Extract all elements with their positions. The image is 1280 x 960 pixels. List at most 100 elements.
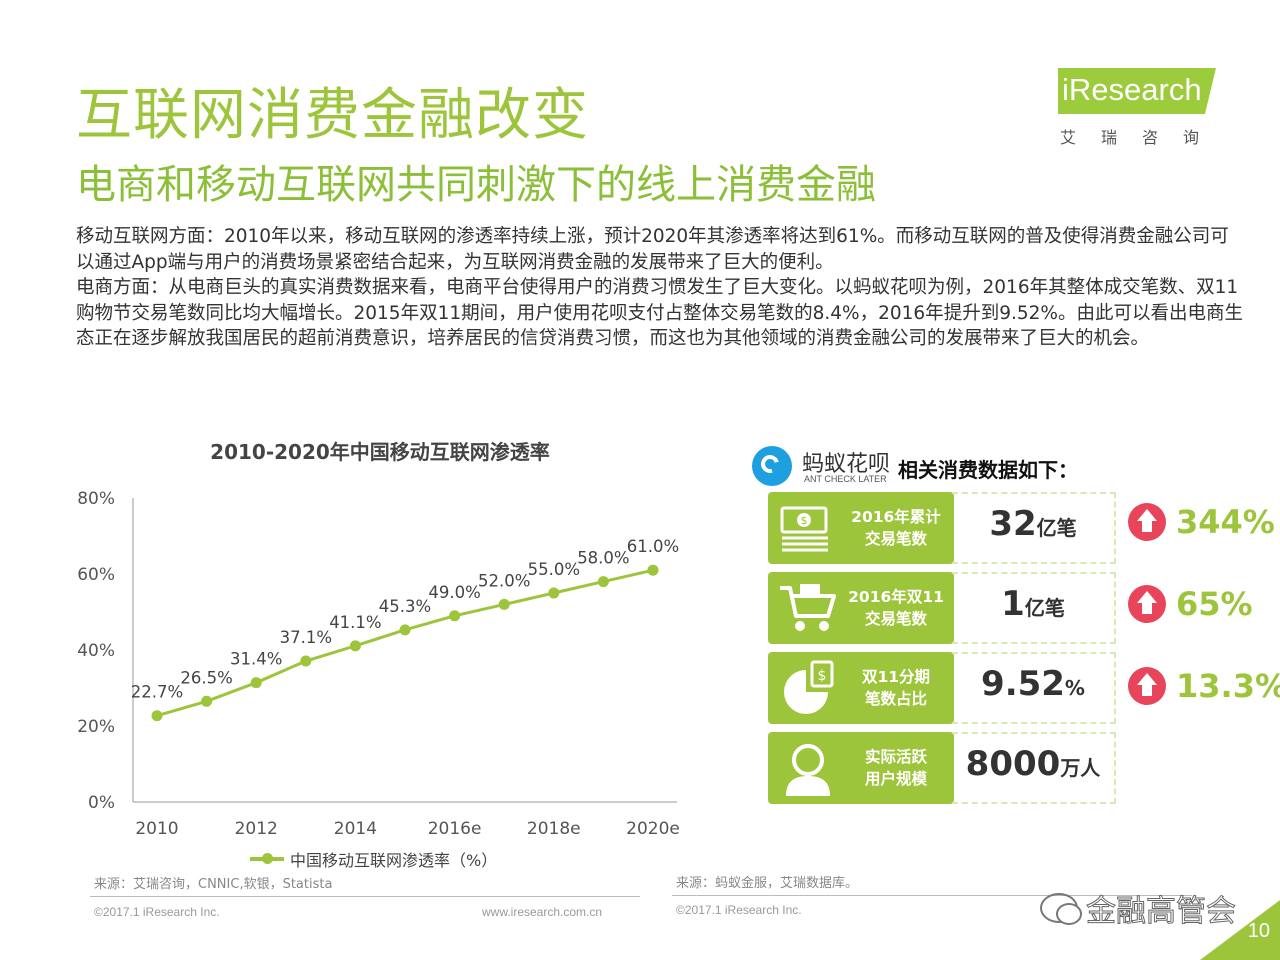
watermark-text: 金融高管会 bbox=[1086, 894, 1237, 930]
stat-label-box: $ 双11分期 笔数占比 bbox=[768, 652, 954, 724]
website-link[interactable]: www.iresearch.com.cn bbox=[482, 905, 603, 919]
stat-label-line1: 双11分期 bbox=[861, 668, 931, 686]
data-label: 49.0% bbox=[428, 583, 480, 602]
page-subtitle: 电商和移动互联网共同刺激下的线上消费金融 bbox=[76, 162, 876, 208]
stat-label: 2016年双11 交易笔数 bbox=[840, 586, 952, 630]
paragraph-mobile-internet: 移动互联网方面：2010年以来，移动互联网的渗透率持续上涨，预计2020年其渗透… bbox=[76, 226, 1229, 273]
svg-text:$: $ bbox=[818, 668, 827, 684]
growth-indicator-installment: 13.3% bbox=[1128, 666, 1280, 706]
data-label: 55.0% bbox=[528, 560, 580, 579]
stat-unit: 亿笔 bbox=[1024, 596, 1065, 620]
stat-label-line1: 实际活跃 bbox=[864, 748, 927, 766]
data-point bbox=[498, 598, 510, 610]
shopping-cart-icon bbox=[780, 584, 836, 631]
wechat-icon bbox=[1040, 893, 1082, 925]
stat-label: 双11分期 笔数占比 bbox=[840, 666, 952, 710]
data-point bbox=[597, 576, 609, 588]
stat-label-line2: 笔数占比 bbox=[864, 690, 927, 708]
stat-label-box: 2016年双11 交易笔数 bbox=[768, 572, 954, 644]
x-tick-label: 2012 bbox=[235, 819, 278, 839]
stat-label-box: 实际活跃 用户规模 bbox=[768, 732, 954, 804]
series-line bbox=[156, 568, 654, 718]
legend-label: 中国移动互联网渗透率（%） bbox=[290, 851, 498, 870]
y-tick-label: 40% bbox=[77, 641, 115, 661]
stat-number: 32 bbox=[989, 504, 1037, 544]
data-point bbox=[250, 677, 262, 689]
stat-value: 9.52% bbox=[952, 664, 1114, 704]
stat-number: 9.52 bbox=[981, 664, 1065, 704]
iresearch-logo: iResearch 艾瑞咨询 bbox=[1058, 68, 1218, 148]
copyright: ©2017.1 iResearch Inc. bbox=[94, 905, 220, 919]
footer-divider-right bbox=[672, 895, 1192, 896]
stat-value: 32亿笔 bbox=[952, 504, 1114, 544]
stat-value-box: 32亿笔 bbox=[952, 492, 1116, 564]
growth-indicator-double11: 65% bbox=[1128, 584, 1253, 624]
ant-logo-icon bbox=[752, 446, 792, 486]
data-point bbox=[449, 610, 461, 622]
page-title: 互联网消费金融改变 bbox=[76, 83, 589, 148]
ant-check-later-logo: 蚂蚁花呗 ANT CHECK LATER bbox=[752, 444, 896, 488]
stat-label-line1: 2016年双11 bbox=[848, 588, 944, 606]
growth-percent: 344% bbox=[1176, 503, 1275, 541]
x-tick-label: 2016e bbox=[428, 819, 482, 839]
data-point bbox=[647, 564, 659, 576]
stat-unit: 万人 bbox=[1060, 756, 1101, 780]
x-tick-label: 2018e bbox=[527, 819, 581, 839]
data-point bbox=[548, 587, 560, 599]
ant-stats-heading: 相关消费数据如下： bbox=[898, 458, 1078, 482]
y-tick-label: 60% bbox=[77, 565, 115, 585]
money-stack-icon: $ bbox=[780, 506, 828, 552]
stat-label-line2: 交易笔数 bbox=[864, 610, 927, 628]
stat-unit: 亿笔 bbox=[1036, 516, 1077, 540]
chart-title: 2010-2020年中国移动互联网渗透率 bbox=[210, 440, 550, 464]
x-tick-label: 2010 bbox=[135, 819, 178, 839]
stat-number: 1 bbox=[1001, 584, 1025, 624]
stat-value-box: 9.52% bbox=[952, 652, 1116, 724]
chart-legend: 中国移动互联网渗透率（%） bbox=[250, 847, 497, 871]
data-point bbox=[349, 640, 361, 652]
data-label: 45.3% bbox=[379, 597, 431, 616]
y-tick-label: 80% bbox=[77, 489, 115, 509]
line-chart: 0% 20% 40% 60% 80% 2010 2012 2014 2016e 2018e 2020… bbox=[77, 489, 680, 839]
data-label: 52.0% bbox=[478, 571, 530, 590]
y-tick-label: 0% bbox=[88, 793, 115, 813]
x-tick-label: 2020e bbox=[626, 819, 680, 839]
data-point bbox=[399, 624, 411, 636]
stat-value-box: 8000万人 bbox=[952, 732, 1116, 804]
page-number: 10 bbox=[1247, 920, 1270, 942]
stat-value: 8000万人 bbox=[952, 744, 1114, 784]
stat-row-total-transactions: $ 2016年累计 交易笔数 32亿笔 bbox=[768, 492, 1118, 564]
user-icon bbox=[786, 744, 830, 796]
stat-row-double11-transactions: 2016年双11 交易笔数 1亿笔 bbox=[768, 572, 1118, 644]
stat-label-line1: 2016年累计 bbox=[851, 508, 941, 526]
logo-wordmark: iResearch bbox=[1062, 72, 1202, 107]
stat-label: 实际活跃 用户规模 bbox=[840, 746, 952, 790]
stat-value: 1亿笔 bbox=[952, 584, 1114, 624]
logo-flag bbox=[1058, 68, 1216, 114]
growth-percent: 65% bbox=[1176, 585, 1253, 623]
stat-label-line2: 交易笔数 bbox=[864, 530, 927, 548]
ant-logo-name: 蚂蚁花呗 bbox=[802, 452, 891, 477]
up-arrow-icon bbox=[1128, 503, 1166, 541]
ant-source: 来源：蚂蚁金服，艾瑞数据库。 bbox=[676, 876, 859, 891]
svg-text:$: $ bbox=[801, 514, 808, 527]
data-label: 61.0% bbox=[627, 537, 679, 556]
data-point bbox=[300, 655, 312, 667]
stat-label-box: $ 2016年累计 交易笔数 bbox=[768, 492, 954, 564]
body-text: 移动互联网方面：2010年以来，移动互联网的渗透率持续上涨，预计2020年其渗透… bbox=[76, 224, 1246, 352]
stat-row-installment-share: $ 双11分期 笔数占比 9.52% bbox=[768, 652, 1118, 724]
stat-label: 2016年累计 交易笔数 bbox=[840, 506, 952, 550]
data-label: 58.0% bbox=[577, 549, 629, 568]
data-label: 41.1% bbox=[329, 613, 381, 632]
data-label: 22.7% bbox=[131, 683, 183, 702]
logo-chinese-name: 艾瑞咨询 bbox=[1060, 128, 1225, 147]
data-label: 26.5% bbox=[180, 668, 232, 687]
data-label: 37.1% bbox=[280, 628, 332, 647]
paragraph-ecommerce: 电商方面：从电商巨头的真实消费数据来看，电商平台使得用户的消费习惯发生了巨大变化… bbox=[76, 277, 1243, 349]
x-tick-label: 2014 bbox=[334, 819, 377, 839]
up-arrow-icon bbox=[1128, 585, 1166, 623]
stat-label-line2: 用户规模 bbox=[864, 770, 927, 788]
y-tick-label: 20% bbox=[77, 717, 115, 737]
stat-number: 8000 bbox=[965, 744, 1061, 784]
growth-indicator-total: 344% bbox=[1128, 502, 1275, 542]
